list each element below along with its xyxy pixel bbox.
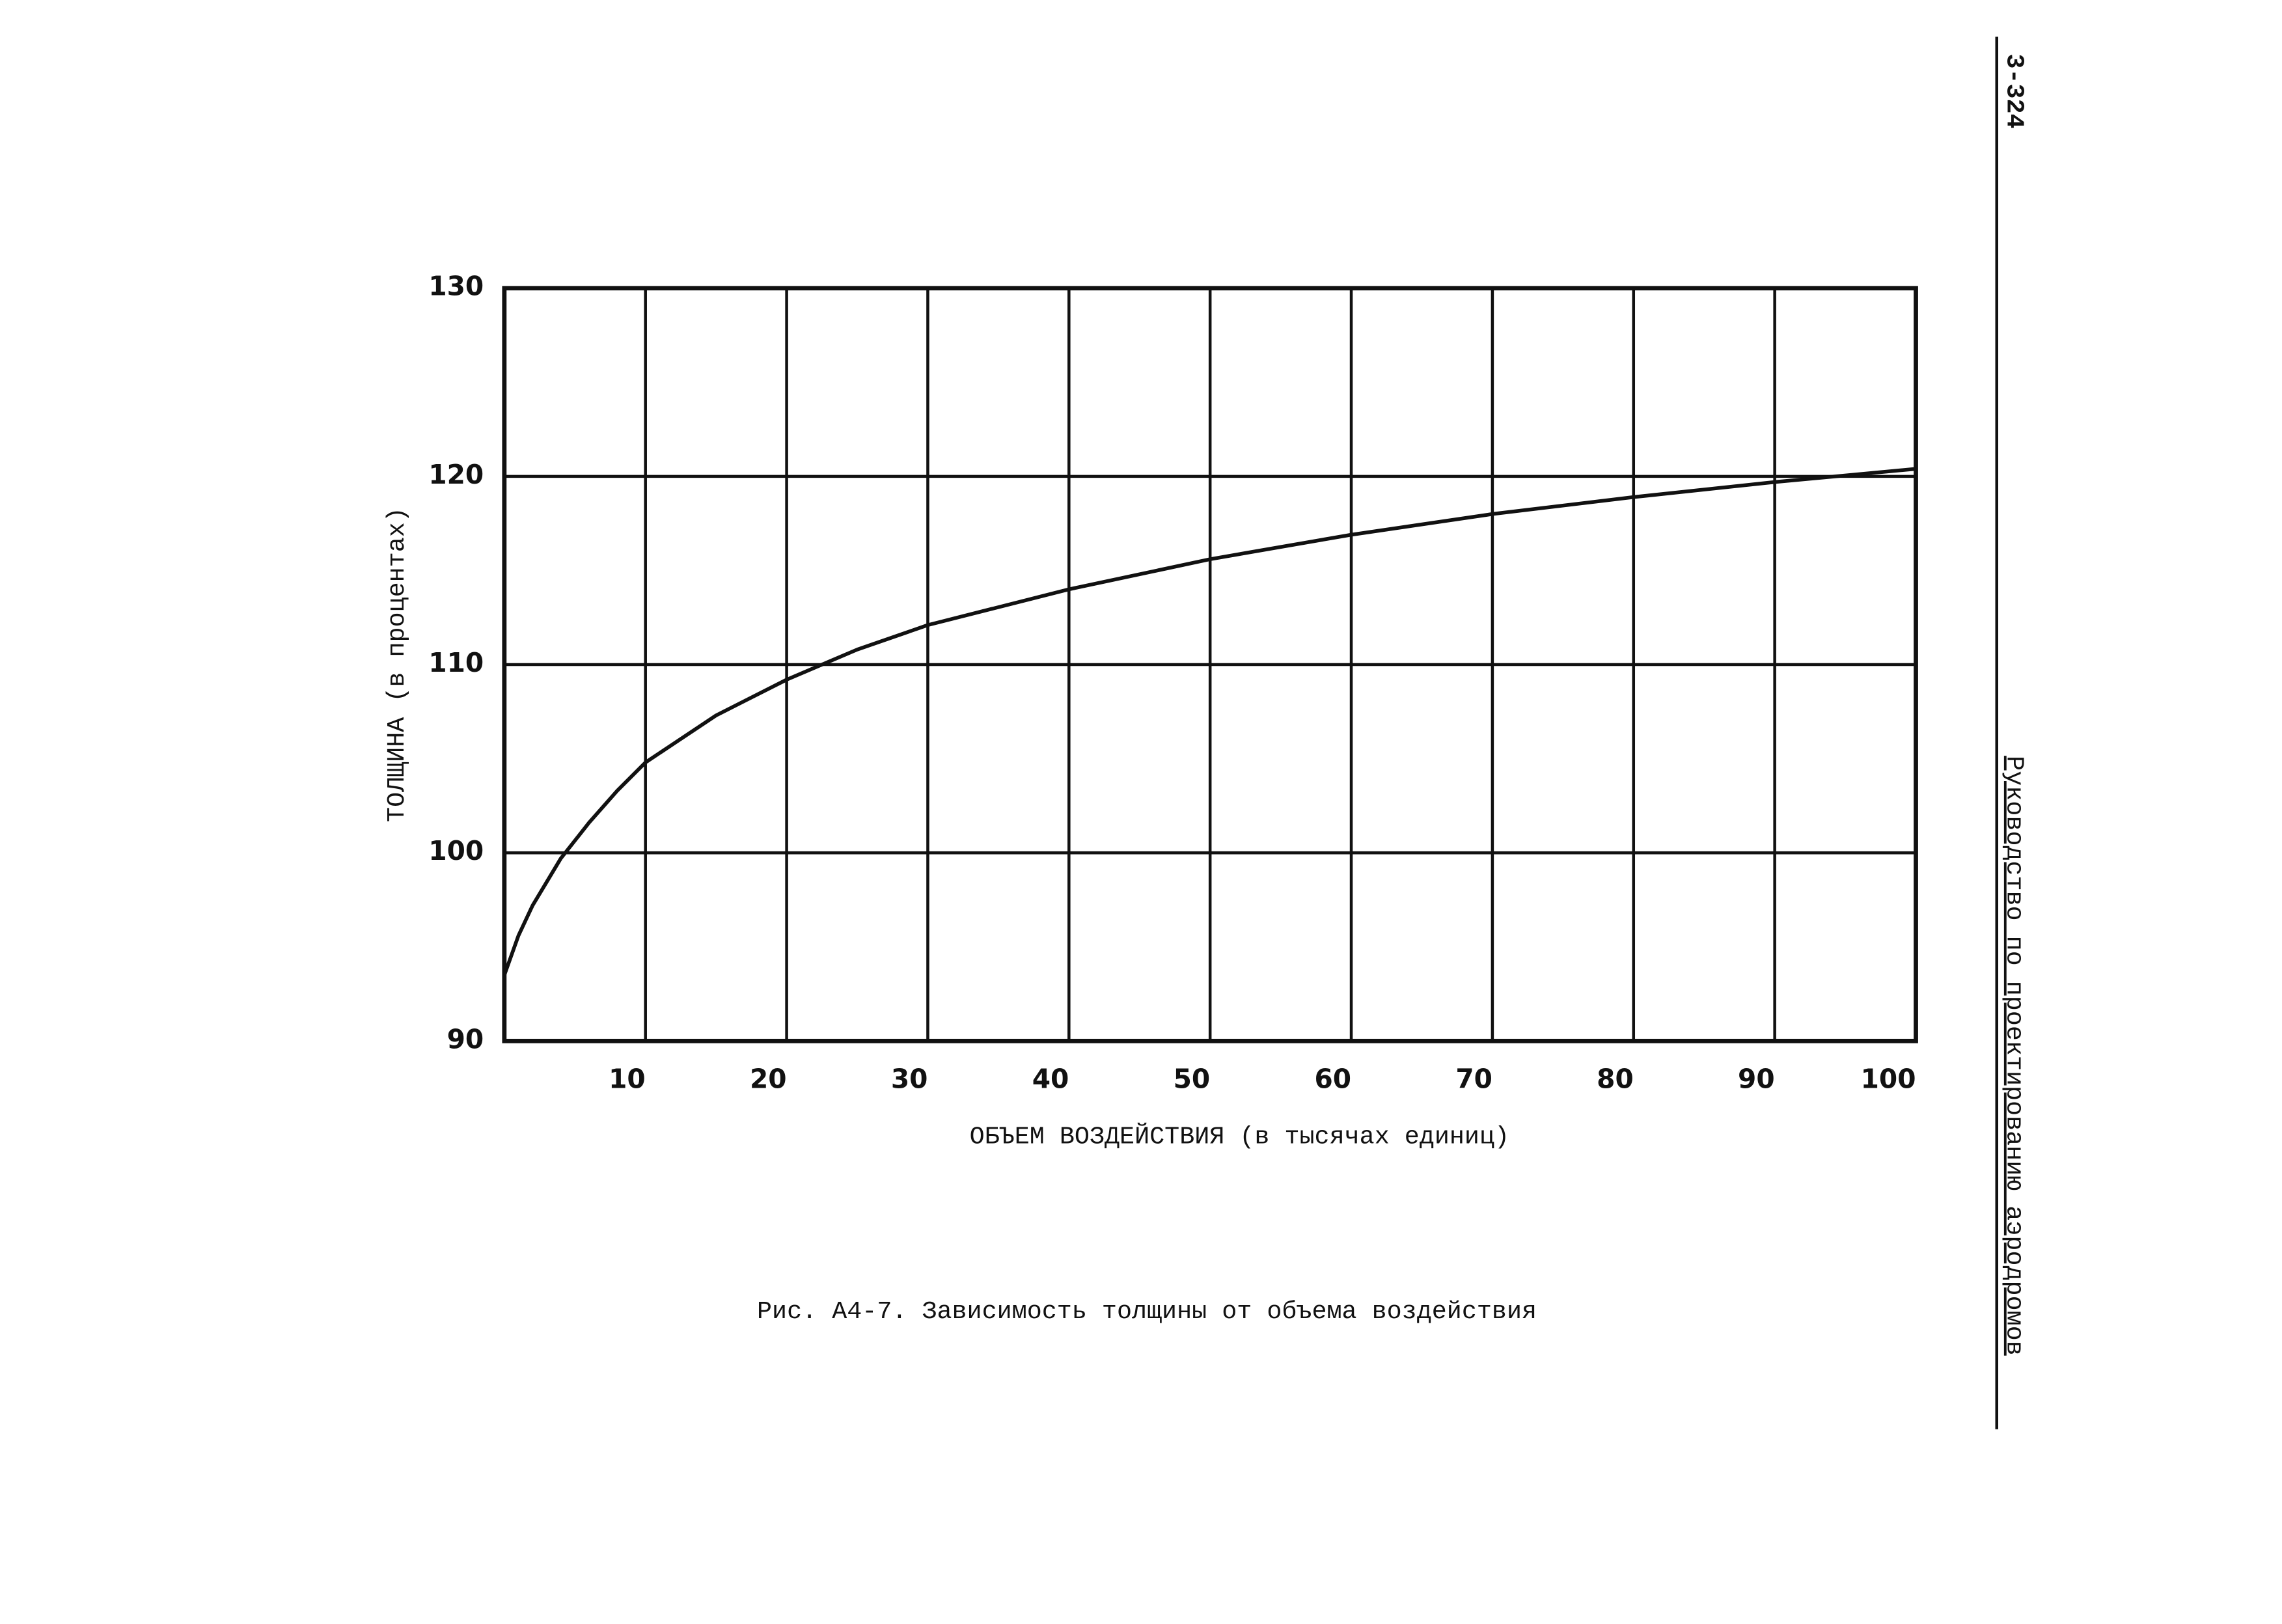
x-axis-label: ОБЪЕМ ВОЗДЕЙСТВИЯ (в тысячах единиц): [970, 1122, 1509, 1151]
x-tick-label: 90: [1738, 1063, 1775, 1094]
plot-frame: [502, 286, 1918, 1043]
caption: Рис. А4-7. Зависимость толщины от объема…: [757, 1297, 1537, 1326]
y-axis-label: ТОЛЩИНА (в процентах): [383, 507, 411, 822]
x-tick-label: 30: [891, 1063, 928, 1094]
y-tick-label: 90: [447, 1023, 484, 1054]
x-tick-label: 80: [1597, 1063, 1634, 1094]
running-title: Руководство по проектированию аэродромов: [2000, 756, 2029, 1356]
y-tick-label: 100: [428, 835, 484, 866]
y-tick-label: 130: [428, 271, 484, 302]
x-tick-label: 20: [750, 1063, 787, 1094]
x-tick-label: 40: [1032, 1063, 1069, 1094]
y-tick-label: 120: [428, 459, 484, 490]
x-tick-label: 50: [1174, 1063, 1211, 1094]
curve: [502, 467, 1916, 976]
page-number: 3-324: [2000, 53, 2029, 128]
x-tick-label: 70: [1455, 1063, 1492, 1094]
x-tick-label: 100: [1861, 1063, 1916, 1094]
x-tick-label: 60: [1314, 1063, 1351, 1094]
x-tick-label: 10: [609, 1063, 646, 1094]
y-tick-label: 110: [428, 647, 484, 678]
